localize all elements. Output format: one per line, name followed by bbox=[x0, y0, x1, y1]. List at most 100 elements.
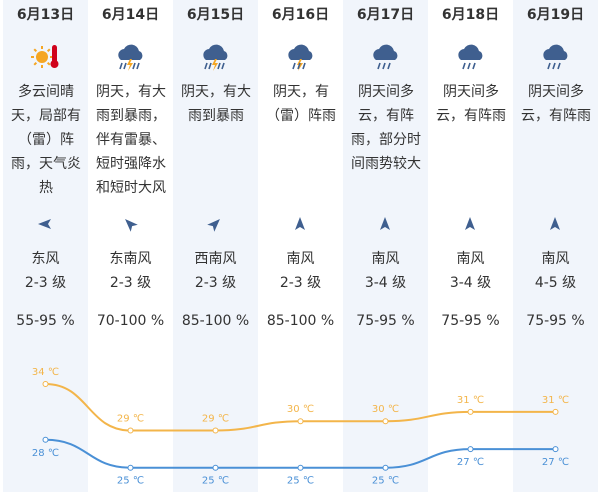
date: 6月18日 bbox=[441, 7, 500, 23]
temperature-label: 25 ℃ bbox=[117, 476, 144, 487]
weather-icon bbox=[458, 44, 483, 70]
lightning bbox=[127, 59, 133, 71]
description: 阴天，有大雨到暴雨，伴有雷暴、短时强降水和短时大风 bbox=[96, 84, 166, 196]
wind-direction: 东风 bbox=[31, 251, 60, 267]
rain-drop bbox=[462, 62, 466, 70]
rain-drop bbox=[208, 62, 212, 70]
cloud bbox=[203, 44, 228, 60]
temperature-point bbox=[552, 446, 559, 453]
day-column: 6月15日 阴天，有大雨到暴雨 西南风 2-3 级 85-100 % bbox=[173, 0, 258, 492]
date: 6月14日 bbox=[101, 7, 160, 23]
temperature-label: 30 ℃ bbox=[287, 404, 314, 415]
temperature-label: 27 ℃ bbox=[542, 457, 569, 468]
day-column: 6月13日 多云间晴天，局部有（雷）阵雨，天气炎热 东风 2-3 级 55-95 % bbox=[3, 0, 88, 492]
thermometer bbox=[52, 45, 57, 63]
temperature-point bbox=[467, 408, 474, 415]
description: 多云间晴天，局部有（雷）阵雨，天气炎热 bbox=[11, 84, 81, 196]
temperature-label: 29 ℃ bbox=[117, 414, 144, 425]
weather-icon bbox=[373, 44, 398, 70]
wind-arrow-shape bbox=[207, 219, 220, 232]
date: 6月19日 bbox=[526, 7, 585, 23]
description: 阴天间多云，有阵雨，部分时间雨势较大 bbox=[351, 84, 421, 172]
temperature-point bbox=[42, 436, 49, 443]
weather-icon bbox=[288, 44, 313, 71]
humidity: 75-95 % bbox=[441, 313, 500, 329]
wind-arrow bbox=[465, 217, 475, 230]
day-column: 6月18日 阴天间多云，有阵雨 南风 3-4 级 75-95 % bbox=[428, 0, 513, 492]
wind-direction: 南风 bbox=[286, 251, 315, 267]
wind-arrow-shape bbox=[550, 217, 560, 230]
weather-icon bbox=[203, 44, 228, 71]
rain-drop bbox=[547, 62, 551, 70]
temperature-point bbox=[42, 381, 49, 387]
rain-drop bbox=[123, 62, 127, 70]
wind-level: 2-3 级 bbox=[279, 275, 322, 291]
humidity: 85-100 % bbox=[266, 313, 335, 329]
cloud bbox=[118, 44, 143, 60]
temperature-label: 30 ℃ bbox=[372, 404, 399, 415]
temperature-label: 31 ℃ bbox=[457, 395, 484, 406]
cloud bbox=[458, 44, 483, 60]
humidity: 55-95 % bbox=[16, 313, 75, 329]
wind-arrow bbox=[125, 219, 138, 232]
rain-drop bbox=[297, 62, 301, 70]
rain-drop bbox=[467, 62, 471, 70]
wind-level: 4-5 级 bbox=[534, 275, 577, 291]
rain-drop bbox=[552, 62, 556, 70]
day-column: 6月17日 阴天间多云，有阵雨，部分时间雨势较大 南风 3-4 级 75-95 % bbox=[343, 0, 428, 492]
humidity: 85-100 % bbox=[181, 313, 250, 329]
humidity: 70-100 % bbox=[96, 313, 165, 329]
rain-drop bbox=[221, 62, 225, 70]
rain-drop bbox=[382, 62, 386, 70]
rain-drop bbox=[132, 62, 136, 70]
rain-drop bbox=[557, 62, 561, 70]
sun-ray bbox=[33, 61, 38, 66]
weather-icon bbox=[31, 45, 59, 68]
cloud bbox=[288, 44, 313, 60]
rain-drop bbox=[136, 62, 140, 70]
wind-arrow-shape bbox=[38, 219, 51, 229]
temperature-point bbox=[297, 464, 304, 471]
date: 6月15日 bbox=[186, 7, 245, 23]
rain-drop bbox=[119, 62, 123, 70]
humidity: 75-95 % bbox=[356, 313, 415, 329]
sun bbox=[36, 51, 48, 63]
temperature-point bbox=[552, 408, 559, 415]
day-column: 6月14日 阴天，有大雨到暴雨，伴有雷暴、短时强降水和短时大风 东南风 2-3 级 70… bbox=[88, 0, 173, 492]
wind-arrow bbox=[380, 217, 390, 230]
temperature-point bbox=[212, 427, 219, 434]
wind-direction: 南风 bbox=[456, 251, 485, 267]
wind-arrow bbox=[295, 217, 305, 230]
wind-arrow bbox=[38, 219, 51, 229]
wind-direction: 西南风 bbox=[194, 251, 237, 267]
temperature-label: 29 ℃ bbox=[202, 414, 229, 425]
wind-level: 2-3 级 bbox=[109, 275, 152, 291]
rain-drop bbox=[217, 62, 221, 70]
description: 阴天间多云，有阵雨 bbox=[521, 84, 591, 124]
weather-icon bbox=[118, 44, 143, 71]
wind-arrow-shape bbox=[125, 219, 138, 232]
wind-direction: 南风 bbox=[541, 251, 570, 267]
date: 6月17日 bbox=[356, 7, 415, 23]
lightning bbox=[212, 59, 218, 71]
temperature-label: 27 ℃ bbox=[457, 457, 484, 468]
thermometer-bulb bbox=[50, 60, 59, 68]
temperature-label: 28 ℃ bbox=[32, 448, 59, 459]
description: 阴天，有大雨到暴雨 bbox=[181, 84, 251, 124]
temperature-point bbox=[382, 418, 389, 425]
description: 阴天，有（雷）阵雨 bbox=[266, 84, 336, 124]
humidity: 75-95 % bbox=[526, 313, 585, 329]
sun-ray bbox=[33, 48, 38, 53]
temperature-label: 25 ℃ bbox=[372, 476, 399, 487]
temperature-point bbox=[127, 464, 134, 471]
rain-drop bbox=[292, 62, 296, 70]
sun-ray bbox=[46, 61, 51, 66]
wind-arrow-shape bbox=[465, 217, 475, 230]
wind-arrow-shape bbox=[380, 217, 390, 230]
temperature-point bbox=[467, 446, 474, 453]
description: 阴天间多云，有阵雨 bbox=[436, 84, 506, 124]
rain-drop bbox=[387, 62, 391, 70]
cloud bbox=[373, 44, 398, 60]
